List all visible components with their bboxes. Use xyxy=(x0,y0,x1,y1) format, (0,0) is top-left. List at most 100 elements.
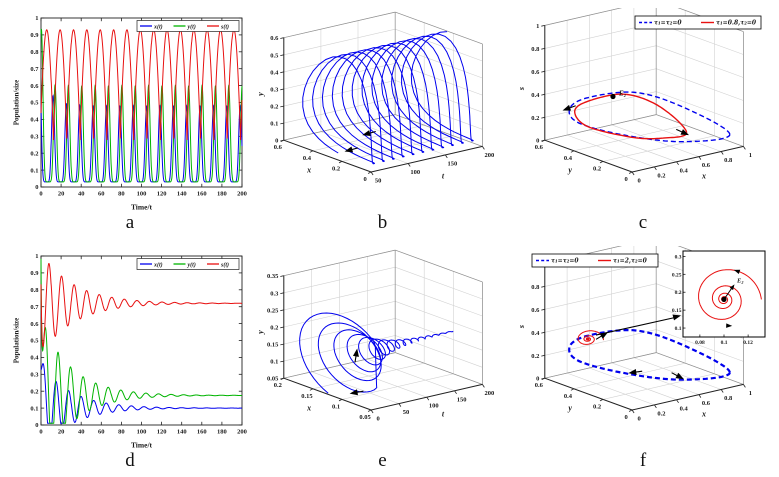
tick-label: 0.6 xyxy=(701,400,710,407)
tick-label: 0.1 xyxy=(720,340,727,346)
tick-label: 0.2 xyxy=(531,115,539,122)
y-axis-label: Population/size xyxy=(13,318,21,364)
tick-label: 0.4 xyxy=(303,155,312,162)
tick-label: 120 xyxy=(157,191,167,198)
tick-label: 200 xyxy=(485,390,495,397)
tick-label: 0 xyxy=(637,416,640,423)
axis-label-right: x xyxy=(701,172,706,181)
tick-label: 0.08 xyxy=(695,340,705,346)
tick-label: 0.3 xyxy=(270,86,279,93)
tick-label: 140 xyxy=(177,429,187,436)
axis-label-left: y xyxy=(567,404,572,413)
trajectory xyxy=(567,329,731,381)
y-axis-label: Population/size xyxy=(13,80,21,126)
tick-label: 160 xyxy=(197,191,207,198)
panel-c: 0 0.2 0.4 0.6 0.8 1 0 0.2 0.4 0.6 0 0.2 0.4 0.6 0.8 1 x y… xyxy=(509,1,777,239)
tick-label: 0.35 xyxy=(267,273,279,280)
panel-a: 0 20 40 60 80 100 120 140 160 180 200 0 0.1 0.2 0.3 0.4… xyxy=(4,1,256,239)
tick-label: 0.2 xyxy=(274,382,282,389)
equilibrium-point xyxy=(609,93,616,100)
tick-label: 0.2 xyxy=(674,290,681,296)
tick-label: 0.1 xyxy=(30,405,38,412)
legend-label: y(t) xyxy=(187,261,196,268)
axis-label-vertical: y xyxy=(256,92,265,97)
direction-arrow xyxy=(729,284,734,291)
tick-label: 0.8 xyxy=(531,46,540,53)
x-axis-label: Time/t xyxy=(131,203,153,212)
legend: τ₁=τ₂=0 τ₁=2,τ₂=0 xyxy=(531,253,658,268)
tick-label: 0 xyxy=(35,422,38,429)
grid xyxy=(543,8,744,173)
axes: 0501001502000.050.10.150.20.050.10.150.2… xyxy=(256,273,494,422)
inset-leader-line xyxy=(595,316,675,336)
tick-label: 1 xyxy=(35,253,38,260)
tick-label: 40 xyxy=(78,429,85,436)
tick-label: 200 xyxy=(485,152,495,159)
tick-label: 0.6 xyxy=(534,382,543,389)
tick-label: 1 xyxy=(35,15,38,22)
series-y(t) xyxy=(40,28,243,183)
tick-label: 200 xyxy=(237,429,247,436)
panel-f-caption: f xyxy=(639,450,647,471)
tick-label: 0 xyxy=(376,416,379,423)
tick-label: 0.2 xyxy=(657,172,665,179)
tick-label: 0 xyxy=(536,376,539,383)
tick-label: 1 xyxy=(536,23,539,30)
tick-label: 0.2 xyxy=(270,324,278,331)
tick-label: 0.2 xyxy=(270,104,278,111)
tick-label: 20 xyxy=(58,429,65,436)
axis-label-vertical: s xyxy=(517,325,526,329)
direction-arrow xyxy=(725,323,732,328)
tick-label: 0 xyxy=(39,191,42,198)
grid xyxy=(283,249,483,411)
tick-label: 0.4 xyxy=(270,69,279,76)
axis-label-right: t xyxy=(442,410,445,419)
trajectory xyxy=(577,330,604,345)
tick-label: 0.4 xyxy=(531,92,540,99)
axes: 5010015020000.20.40.600.10.20.30.40.50.6… xyxy=(256,35,494,184)
legend: x(t) y(t) s(t) xyxy=(136,20,240,32)
legend-label: x(t) xyxy=(153,261,163,268)
tick-label: 100 xyxy=(137,191,147,198)
tick-label: 0.3 xyxy=(674,254,681,260)
panel-c-caption: c xyxy=(638,212,648,233)
tick-label: 0.4 xyxy=(679,167,688,174)
panel-a-caption: a xyxy=(125,212,135,233)
axes: 0 20 40 60 80 100 120 140 160 180 200 0 0.1 0.2 0.3 0.4… xyxy=(13,15,247,211)
zoom-inset: 0.08 0.1 0.12 0.1 0.15 0.2 0.25 0.3 E₂ xyxy=(671,250,765,346)
axis-label-left: y xyxy=(567,166,572,175)
series-s(t) xyxy=(40,263,242,348)
tick-label: 0.7 xyxy=(30,66,39,73)
tick-label: 1 xyxy=(748,390,751,397)
legend-label: s(t) xyxy=(220,261,229,268)
tick-label: 0.1 xyxy=(270,121,278,128)
direction-arrow xyxy=(352,348,359,363)
tick-label: 0.8 xyxy=(724,395,733,402)
legend-label: y(t) xyxy=(187,23,196,30)
series-y(t) xyxy=(40,258,242,424)
tick-label: 0.9 xyxy=(30,32,39,39)
tick-label: 0.15 xyxy=(267,342,279,349)
tick-label: 180 xyxy=(217,429,227,436)
panel-e-plot: 0501001502000.050.10.150.20.050.10.150.2… xyxy=(256,249,494,423)
direction-arrow xyxy=(344,146,359,153)
tick-label: 80 xyxy=(118,429,125,436)
axis-label-right: x xyxy=(701,410,706,419)
tick-label: 0.15 xyxy=(671,308,681,314)
legend-label: τ₁=τ₂=0 xyxy=(551,258,579,265)
tick-label: 0.05 xyxy=(267,376,279,383)
tick-label: 0 xyxy=(275,138,278,145)
direction-arrow xyxy=(733,269,740,275)
tick-label: 0.2 xyxy=(30,388,38,395)
axis-label-vertical: y xyxy=(256,330,265,335)
tick-label: 0.1 xyxy=(30,167,38,174)
tick-label: 0.4 xyxy=(563,393,572,400)
tick-label: 100 xyxy=(137,429,147,436)
tick-label: 0.4 xyxy=(531,330,540,337)
legend-label: τ₁=2,τ₂=0 xyxy=(613,258,648,265)
tick-label: 150 xyxy=(457,396,467,403)
tick-label: 0 xyxy=(363,176,366,183)
tick-label: 0.8 xyxy=(531,284,540,291)
tick-label: 0.4 xyxy=(563,155,572,162)
series-s(t) xyxy=(40,29,243,141)
